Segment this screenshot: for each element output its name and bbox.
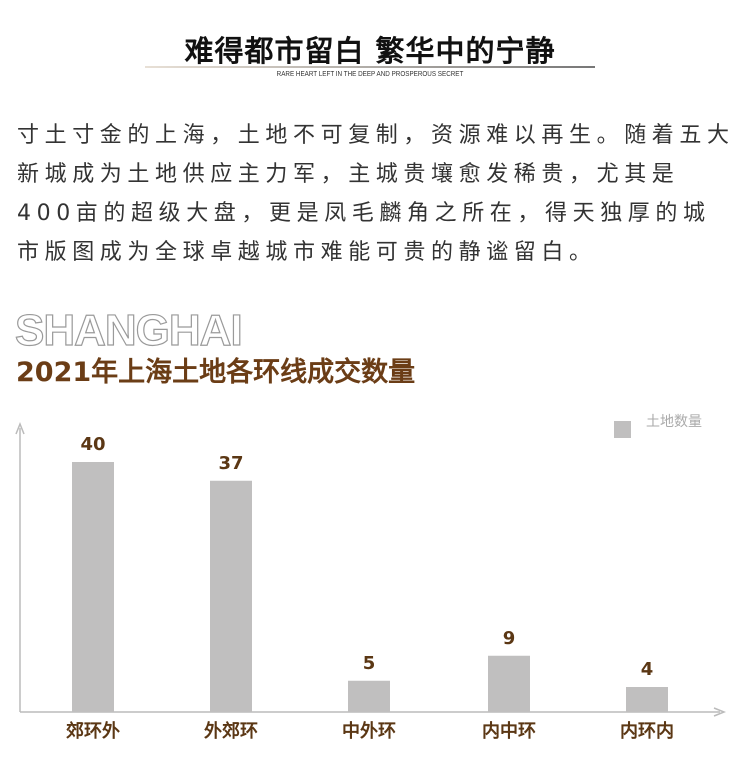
intro-paragraph: 寸土寸金的上海，土地不可复制，资源难以再生。随着五大新城成为土地供应主力军，主城… — [17, 123, 735, 265]
shanghai-outline-text: SHANGHAI — [14, 305, 243, 355]
bar-内环内 — [626, 687, 668, 712]
data-label: 4 — [641, 659, 654, 680]
category-label: 内环内 — [620, 720, 674, 742]
category-label: 内中环 — [482, 720, 536, 742]
page-subtitle: RARE HEART LEFT IN THE DEEP AND PROSPERO… — [276, 71, 464, 78]
data-label: 5 — [363, 653, 376, 674]
bar-chart: 40 郊环外 37 外郊环 5 中外环 9 内中环 4 内环内 土地数量 — [15, 414, 727, 742]
category-label: 中外环 — [342, 720, 396, 742]
data-label: 9 — [503, 628, 516, 649]
category-label: 郊环外 — [66, 720, 120, 742]
bar-中外环 — [348, 680, 390, 712]
legend-swatch — [614, 421, 631, 438]
title-divider — [145, 66, 595, 68]
y-axis-arrow — [15, 421, 25, 435]
legend-label: 土地数量 — [646, 414, 702, 430]
data-label: 40 — [80, 434, 105, 455]
category-label: 外郊环 — [204, 720, 258, 742]
bar-外郊环 — [210, 480, 252, 712]
bar-内中环 — [488, 655, 530, 712]
page-title: 难得都市留白 繁华中的宁静 — [184, 34, 556, 68]
chart-title: 2021年上海土地各环线成交数量 — [16, 357, 416, 388]
data-label: 37 — [218, 453, 243, 474]
x-axis-arrow — [713, 707, 727, 717]
bar-郊环外 — [72, 462, 114, 712]
